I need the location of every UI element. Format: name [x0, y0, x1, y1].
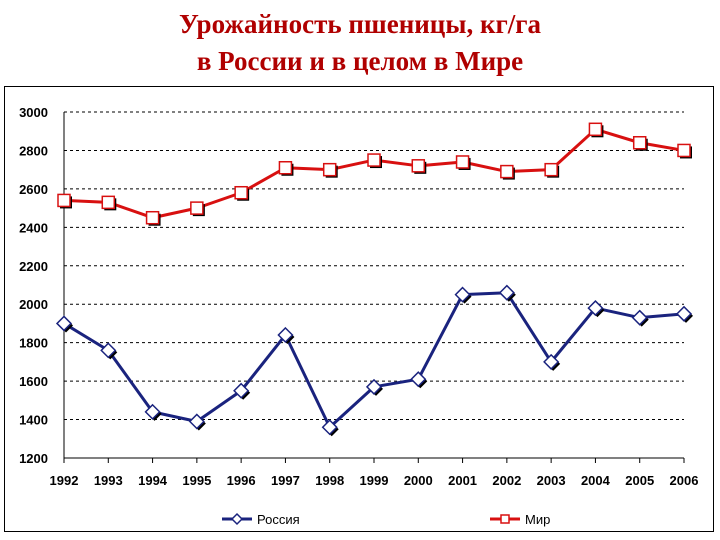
data-point-world [322, 162, 337, 177]
legend-label-russia: Россия [257, 512, 300, 527]
data-point-russia [454, 286, 471, 303]
data-point-russia [144, 403, 161, 420]
data-point-world [588, 122, 603, 137]
data-point-world [278, 160, 293, 175]
x-tick-label: 2006 [670, 473, 699, 488]
y-tick-label: 2400 [19, 220, 48, 235]
legend-marker [230, 512, 244, 526]
title-line-2: в России и в целом в Мире [196, 46, 524, 76]
legend: Россия Мир [222, 512, 550, 527]
y-tick-label: 1400 [19, 413, 48, 428]
data-point-world [234, 185, 248, 200]
data-point-russia [675, 305, 693, 322]
y-tick-label: 1600 [19, 374, 48, 389]
data-point-russia [543, 353, 560, 370]
data-point-world [190, 201, 204, 215]
chart-title: Урожайность пшеницы, кг/га в России и в … [0, 6, 720, 80]
data-point-russia [55, 315, 73, 332]
data-point-russia [498, 284, 515, 301]
x-tick-label: 1992 [50, 473, 79, 488]
series-line-world [63, 127, 685, 220]
data-point-russia [365, 378, 383, 395]
legend-item-russia: Россия [222, 512, 300, 527]
x-tick-label: 1993 [94, 473, 123, 488]
series-world [57, 122, 692, 226]
legend-marker [500, 514, 510, 524]
data-point-world [145, 210, 160, 225]
data-point-russia [277, 326, 294, 344]
data-point-russia [100, 342, 117, 359]
x-tick-label: 2000 [404, 473, 433, 488]
x-tick-label: 1995 [182, 473, 211, 488]
series-russia [55, 284, 693, 437]
series-line-russia [63, 291, 685, 429]
x-tick-label: 1999 [360, 473, 389, 488]
x-tick-label: 1997 [271, 473, 300, 488]
x-tick-label: 2005 [625, 473, 654, 488]
data-point-world [677, 143, 691, 158]
x-tick-label: 2001 [448, 473, 477, 488]
y-tick-label: 1800 [19, 336, 48, 351]
y-tick-label: 3000 [19, 105, 48, 120]
data-point-russia [188, 413, 205, 430]
y-tick-label: 2000 [19, 297, 48, 312]
legend-label-world: Мир [525, 512, 550, 527]
data-point-russia [233, 382, 250, 399]
data-point-world [57, 193, 71, 208]
data-point-world [544, 162, 558, 177]
y-tick-label: 1200 [19, 451, 48, 466]
y-tick-label: 2600 [19, 182, 48, 197]
title-line-1: Урожайность пшеницы, кг/га [178, 9, 542, 39]
data-point-world [411, 159, 426, 173]
x-tick-label: 2004 [581, 473, 611, 488]
x-tick-label: 2003 [537, 473, 566, 488]
data-point-world [101, 195, 116, 210]
y-tick-label: 2200 [19, 259, 48, 274]
x-tick-label: 1998 [315, 473, 344, 488]
data-point-russia [410, 371, 427, 388]
data-point-russia [321, 419, 338, 436]
data-point-world [455, 155, 470, 169]
x-tick-label: 2002 [492, 473, 521, 488]
x-tick-label: 1994 [138, 473, 168, 488]
x-tick-label: 1996 [227, 473, 256, 488]
y-tick-label: 2800 [19, 143, 48, 158]
data-point-world [367, 153, 381, 167]
legend-item-world: Мир [490, 512, 550, 527]
data-point-russia [587, 300, 604, 317]
data-point-world [632, 136, 647, 150]
data-point-russia [631, 309, 648, 326]
data-point-world [500, 164, 514, 179]
